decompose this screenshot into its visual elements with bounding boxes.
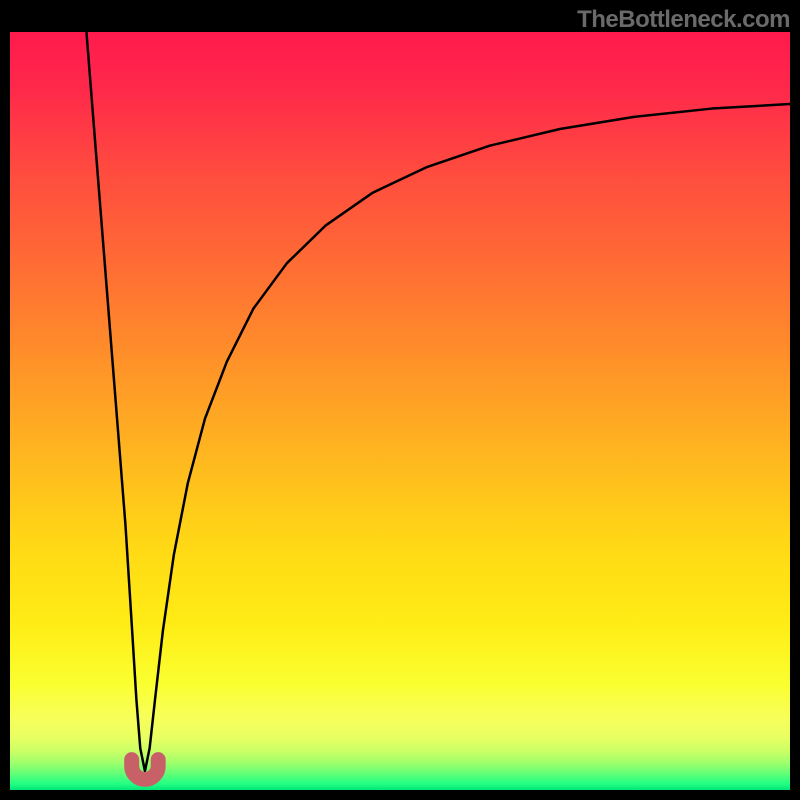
gradient-background — [10, 32, 790, 790]
watermark-text: TheBottleneck.com — [577, 6, 790, 34]
bottleneck-chart — [0, 0, 800, 800]
chart-container: { "watermark": { "text": "TheBottleneck.… — [0, 0, 800, 800]
